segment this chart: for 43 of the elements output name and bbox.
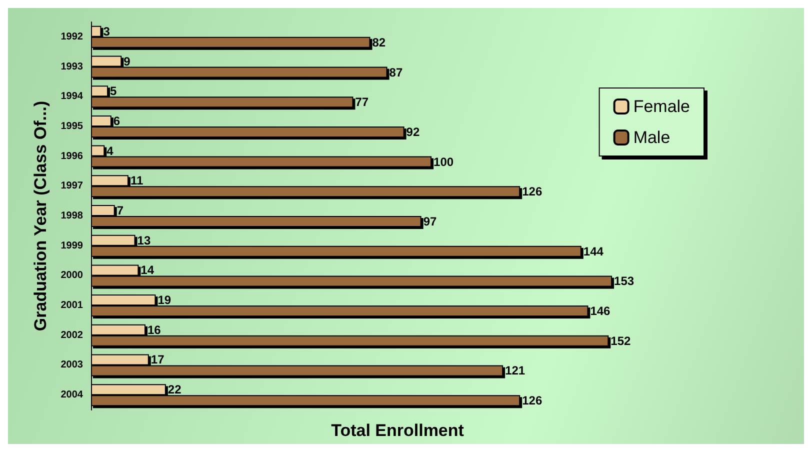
data-label: 5 bbox=[110, 84, 118, 98]
y-tick-label: 1994 bbox=[60, 91, 84, 102]
data-label: 153 bbox=[614, 274, 634, 288]
data-label: 17 bbox=[150, 352, 165, 367]
y-axis-title: Graduation Year (Class Of...) bbox=[31, 100, 50, 332]
data-label: 144 bbox=[583, 244, 604, 258]
y-tick-label: 1995 bbox=[60, 120, 84, 132]
data-label: 121 bbox=[505, 364, 526, 378]
data-label: 97 bbox=[423, 214, 438, 228]
data-label: 146 bbox=[590, 304, 611, 318]
y-tick-label: 2000 bbox=[60, 270, 84, 282]
data-label: 77 bbox=[355, 95, 369, 110]
data-label: 13 bbox=[137, 233, 151, 248]
data-label: 100 bbox=[434, 154, 454, 169]
data-label: 14 bbox=[140, 263, 154, 278]
y-tick-label: 1992 bbox=[60, 31, 84, 42]
y-tick-label: 2002 bbox=[60, 330, 84, 341]
data-label: 19 bbox=[158, 293, 172, 308]
data-label: 22 bbox=[168, 382, 182, 397]
y-tick-label: 1997 bbox=[60, 180, 84, 192]
y-tick-label: 2001 bbox=[60, 300, 84, 312]
y-tick-label: 1996 bbox=[60, 150, 84, 162]
data-label: 126 bbox=[522, 394, 542, 408]
data-label: 82 bbox=[372, 35, 386, 50]
y-tick-label: 1999 bbox=[60, 240, 84, 252]
legend-label: Male bbox=[633, 128, 670, 147]
data-label: 7 bbox=[116, 204, 124, 218]
data-label: 4 bbox=[106, 144, 114, 158]
data-label: 92 bbox=[406, 124, 420, 139]
x-axis-title: Total Enrollment bbox=[331, 421, 464, 440]
y-tick-label: 2004 bbox=[60, 390, 84, 401]
data-label: 16 bbox=[147, 322, 162, 337]
y-tick-label: 1993 bbox=[60, 61, 84, 72]
data-label: 11 bbox=[130, 174, 144, 188]
y-tick-label: 1998 bbox=[60, 210, 84, 222]
data-label: 6 bbox=[113, 114, 120, 128]
y-tick-label: 2003 bbox=[60, 360, 84, 371]
data-label: 126 bbox=[522, 184, 542, 199]
data-label: 87 bbox=[389, 65, 403, 80]
data-label: 3 bbox=[103, 24, 110, 38]
data-label: 152 bbox=[610, 334, 631, 348]
legend-label: Female bbox=[633, 97, 690, 116]
data-label: 9 bbox=[124, 54, 131, 68]
